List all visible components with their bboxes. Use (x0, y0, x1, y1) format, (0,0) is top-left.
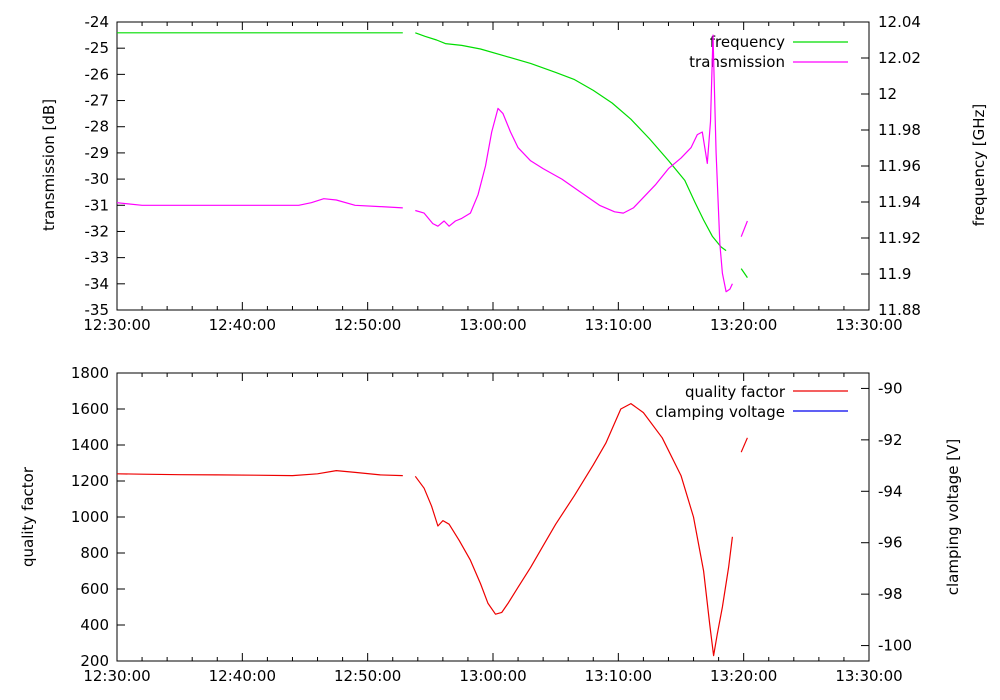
y-left-tick-label: 1600 (71, 400, 109, 418)
x-tick-label: 13:00:00 (459, 667, 526, 685)
y-right-tick-label: -100 (878, 637, 912, 655)
y-right-tick-label: 11.96 (878, 157, 921, 175)
y-left-tick-label: 1200 (71, 472, 109, 490)
legend-label-clamping-voltage: clamping voltage (655, 403, 785, 421)
y-left-tick-label: 1800 (71, 364, 109, 382)
series-line-frequency (740, 268, 748, 278)
y-right-tick-label: 12.04 (878, 13, 921, 31)
legend-label-frequency: frequency (710, 33, 785, 51)
series-line-transmission (415, 34, 733, 293)
y-left-tick-label: 400 (80, 616, 109, 634)
y-left-tick-label: -35 (85, 301, 110, 319)
x-tick-label: 12:30:00 (83, 316, 150, 334)
x-tick-label: 12:50:00 (334, 667, 401, 685)
y-right-tick-label: -94 (878, 482, 903, 500)
y-left-tick-label: 1000 (71, 508, 109, 526)
x-tick-label: 13:20:00 (710, 316, 777, 334)
x-tick-label: 13:00:00 (459, 316, 526, 334)
series-line-transmission (116, 198, 403, 209)
x-tick-label: 13:10:00 (585, 667, 652, 685)
series-line-quality-factor (740, 437, 748, 453)
bottom-left-axis-label: quality factor (19, 466, 37, 567)
y-left-tick-label: 200 (80, 652, 109, 670)
y-right-tick-label: 11.88 (878, 301, 921, 319)
y-left-tick-label: -32 (85, 222, 110, 240)
x-tick-label: 13:30:00 (835, 316, 902, 334)
bottom-chart: quality factor clamping voltage [V] qual… (19, 364, 962, 685)
bottom-legend: quality factor clamping voltage (655, 383, 848, 421)
y-right-tick-label: 11.92 (878, 229, 921, 247)
y-left-tick-label: -26 (85, 65, 110, 83)
top-left-axis-label: transmission [dB] (40, 99, 58, 231)
y-right-tick-label: 11.94 (878, 193, 921, 211)
y-left-tick-label: -24 (85, 13, 110, 31)
top-chart: transmission [dB] frequency [GHz] freque… (40, 13, 988, 334)
series-line-frequency (415, 32, 727, 252)
y-right-tick-label: -96 (878, 534, 903, 552)
y-right-tick-label: 12 (878, 85, 897, 103)
series-line-quality-factor (116, 470, 403, 477)
series-line-transmission (740, 220, 748, 237)
x-tick-label: 13:30:00 (835, 667, 902, 685)
y-left-tick-label: -25 (85, 39, 110, 57)
y-left-tick-label: 1400 (71, 436, 109, 454)
y-left-tick-label: -34 (85, 275, 110, 293)
y-left-tick-label: -31 (85, 196, 110, 214)
x-tick-label: 12:30:00 (83, 667, 150, 685)
y-right-tick-label: -92 (878, 431, 903, 449)
legend-label-transmission: transmission (689, 53, 785, 71)
y-left-tick-label: -27 (85, 92, 110, 110)
series-line-quality-factor (414, 403, 733, 657)
y-left-tick-label: -28 (85, 118, 110, 136)
x-tick-label: 12:40:00 (209, 667, 276, 685)
legend-label-quality-factor: quality factor (685, 383, 786, 401)
x-tick-label: 13:20:00 (710, 667, 777, 685)
bottom-right-axis-label: clamping voltage [V] (944, 439, 962, 595)
x-tick-label: 13:10:00 (585, 316, 652, 334)
y-left-tick-label: -30 (85, 170, 110, 188)
x-tick-label: 12:40:00 (209, 316, 276, 334)
y-left-tick-label: 600 (80, 580, 109, 598)
y-left-tick-label: 800 (80, 544, 109, 562)
y-right-tick-label: -90 (878, 379, 903, 397)
y-left-tick-label: -33 (85, 249, 110, 267)
y-right-tick-label: 11.98 (878, 121, 921, 139)
x-tick-label: 12:50:00 (334, 316, 401, 334)
y-right-tick-label: -98 (878, 585, 903, 603)
y-right-tick-label: 12.02 (878, 49, 921, 67)
top-right-axis-label: frequency [GHz] (970, 104, 988, 226)
y-right-tick-label: 11.9 (878, 265, 911, 283)
y-left-tick-label: -29 (85, 144, 110, 162)
